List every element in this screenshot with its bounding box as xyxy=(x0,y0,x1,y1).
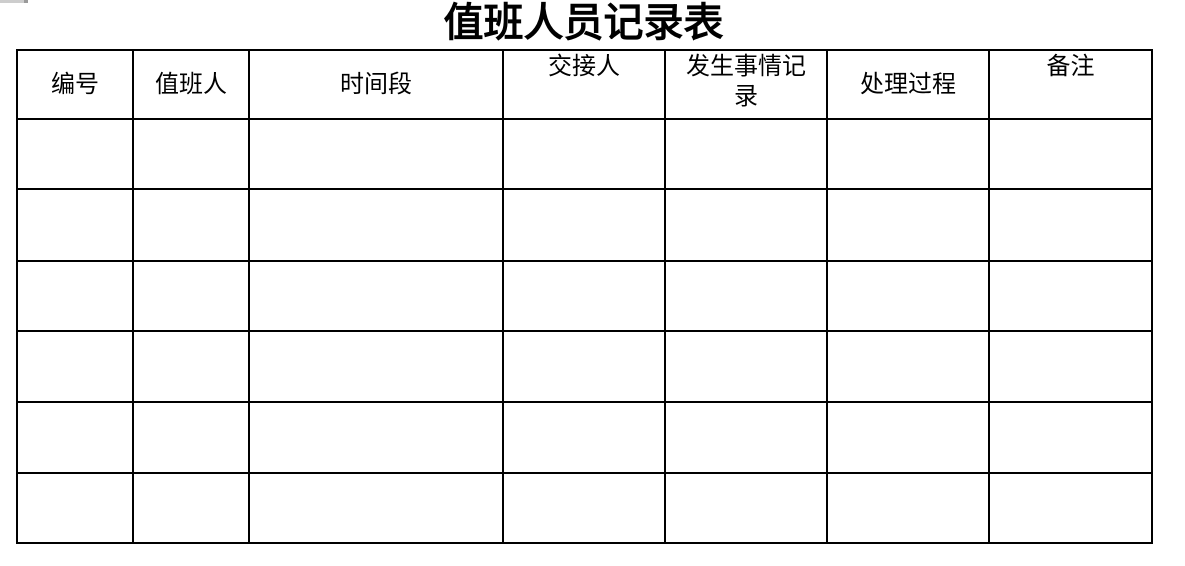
page-title: 值班人员记录表 xyxy=(443,0,724,45)
empty-cell-r2-c3[interactable] xyxy=(248,188,504,262)
empty-cell-r1-c3[interactable] xyxy=(248,118,504,190)
col-header-remarks: 备注 xyxy=(988,49,1153,120)
empty-cell-r3-c7[interactable] xyxy=(988,260,1153,332)
empty-cell-r1-c4[interactable] xyxy=(502,118,666,190)
empty-cell-r3-c3[interactable] xyxy=(248,260,504,332)
table-row xyxy=(16,118,1153,190)
col-header-handover-person-label: 交接人 xyxy=(548,54,620,80)
empty-cell-r4-c7[interactable] xyxy=(988,330,1153,403)
col-header-person-on-duty-label: 值班人 xyxy=(155,71,227,98)
empty-cell-r1-c1[interactable] xyxy=(16,118,134,190)
window-edge-artifact-tip xyxy=(24,0,28,3)
empty-cell-r1-c2[interactable] xyxy=(132,118,250,190)
table-row xyxy=(16,330,1153,403)
empty-cell-r3-c4[interactable] xyxy=(502,260,666,332)
table-row xyxy=(16,260,1153,332)
empty-cell-r3-c6[interactable] xyxy=(826,260,990,332)
empty-cell-r4-c3[interactable] xyxy=(248,330,504,403)
col-header-handling-process: 处理过程 xyxy=(826,49,990,120)
empty-cell-r6-c2[interactable] xyxy=(132,472,250,544)
duty-record-table: 编号 值班人 时间段 交接人 发生事情记录 处理过程 备注 xyxy=(16,49,1153,544)
empty-cell-r1-c6[interactable] xyxy=(826,118,990,190)
col-header-remarks-label: 备注 xyxy=(1046,54,1095,80)
empty-cell-r6-c6[interactable] xyxy=(826,472,990,544)
col-header-handover-person: 交接人 xyxy=(502,49,666,120)
empty-cell-r6-c1[interactable] xyxy=(16,472,134,544)
table-row xyxy=(16,472,1153,544)
empty-cell-r6-c5[interactable] xyxy=(664,472,828,544)
empty-cell-r5-c1[interactable] xyxy=(16,401,134,474)
empty-cell-r6-c3[interactable] xyxy=(248,472,504,544)
empty-cell-r4-c4[interactable] xyxy=(502,330,666,403)
empty-cell-r4-c5[interactable] xyxy=(664,330,828,403)
empty-cell-r1-c7[interactable] xyxy=(988,118,1153,190)
col-header-time-period-label: 时间段 xyxy=(340,71,412,98)
window-edge-artifact xyxy=(0,0,28,3)
empty-cell-r4-c1[interactable] xyxy=(16,330,134,403)
empty-cell-r4-c6[interactable] xyxy=(826,330,990,403)
empty-cell-r5-c2[interactable] xyxy=(132,401,250,474)
header-row: 编号 值班人 时间段 交接人 发生事情记录 处理过程 备注 xyxy=(16,49,1153,120)
empty-cell-r5-c5[interactable] xyxy=(664,401,828,474)
table-row xyxy=(16,401,1153,474)
table-body xyxy=(16,118,1153,544)
empty-cell-r3-c2[interactable] xyxy=(132,260,250,332)
col-header-incident-record: 发生事情记录 xyxy=(664,49,828,120)
empty-cell-r2-c7[interactable] xyxy=(988,188,1153,262)
empty-cell-r1-c5[interactable] xyxy=(664,118,828,190)
empty-cell-r2-c2[interactable] xyxy=(132,188,250,262)
empty-cell-r2-c6[interactable] xyxy=(826,188,990,262)
empty-cell-r5-c7[interactable] xyxy=(988,401,1153,474)
table-row xyxy=(16,188,1153,262)
empty-cell-r2-c5[interactable] xyxy=(664,188,828,262)
empty-cell-r3-c5[interactable] xyxy=(664,260,828,332)
empty-cell-r6-c7[interactable] xyxy=(988,472,1153,544)
col-header-person-on-duty: 值班人 xyxy=(132,49,250,120)
col-header-handling-process-label: 处理过程 xyxy=(860,71,956,98)
col-header-time-period: 时间段 xyxy=(248,49,504,120)
col-header-incident-record-label: 发生事情记录 xyxy=(686,54,806,110)
empty-cell-r3-c1[interactable] xyxy=(16,260,134,332)
empty-cell-r5-c6[interactable] xyxy=(826,401,990,474)
empty-cell-r5-c4[interactable] xyxy=(502,401,666,474)
col-header-number-label: 编号 xyxy=(51,71,99,98)
empty-cell-r4-c2[interactable] xyxy=(132,330,250,403)
empty-cell-r2-c4[interactable] xyxy=(502,188,666,262)
empty-cell-r5-c3[interactable] xyxy=(248,401,504,474)
empty-cell-r6-c4[interactable] xyxy=(502,472,666,544)
empty-cell-r2-c1[interactable] xyxy=(16,188,134,262)
col-header-number: 编号 xyxy=(16,49,134,120)
